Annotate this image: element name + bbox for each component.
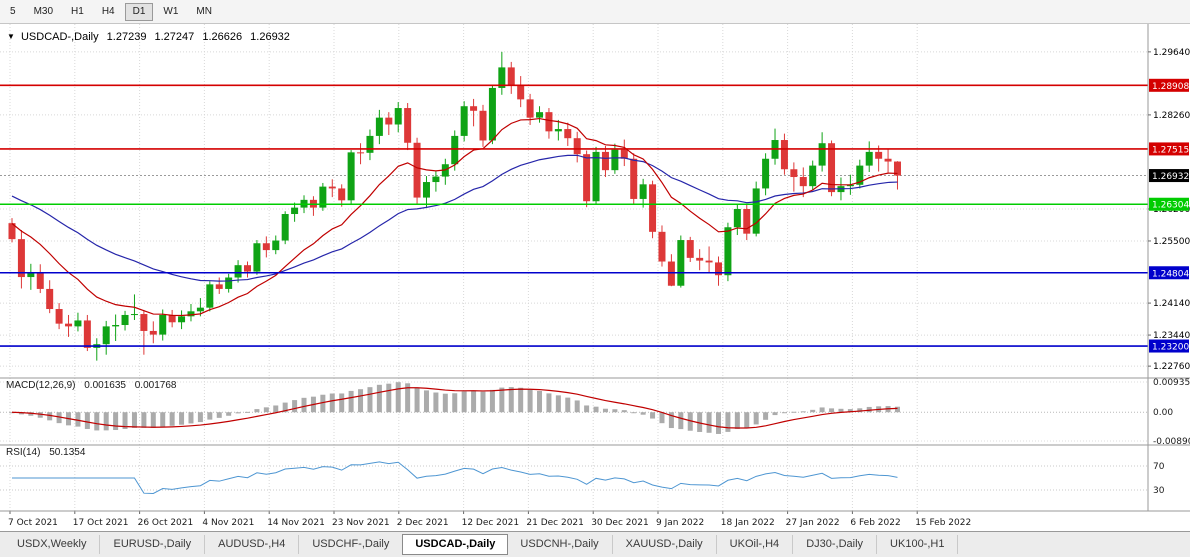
timeframe-toolbar: 5 M30 H1 H4 D1 W1 MN bbox=[0, 0, 1190, 24]
tab-usdcad-daily[interactable]: USDCAD-,Daily bbox=[402, 534, 509, 555]
chart-canvas[interactable]: 7 Oct 2021 17 Oct 2021 26 Oct 2021 4 Nov 20… bbox=[0, 24, 1190, 531]
svg-text:21 Dec 2021: 21 Dec 2021 bbox=[526, 518, 584, 528]
timeframe-h1-button[interactable]: H1 bbox=[63, 3, 92, 21]
chart-tabbar: USDX,Weekly EURUSD-,Daily AUDUSD-,H4 USD… bbox=[0, 531, 1190, 557]
tab-ukoil-h4[interactable]: UKOil-,H4 bbox=[717, 535, 794, 554]
timeframe-m5-button[interactable]: 5 bbox=[2, 3, 24, 21]
timeframe-d1-button[interactable]: D1 bbox=[124, 2, 154, 21]
symbol-dropdown-icon[interactable]: ▼ bbox=[7, 32, 15, 41]
svg-text:1.22760: 1.22760 bbox=[1153, 362, 1190, 372]
svg-text:1.26932: 1.26932 bbox=[1152, 172, 1189, 182]
svg-text:1.25500: 1.25500 bbox=[1153, 237, 1190, 247]
svg-text:26 Oct 2021: 26 Oct 2021 bbox=[138, 518, 194, 528]
svg-text:1.24140: 1.24140 bbox=[1153, 299, 1190, 309]
ohlc-low-value: 1.26626 bbox=[202, 31, 243, 43]
svg-text:12 Dec 2021: 12 Dec 2021 bbox=[462, 518, 519, 528]
tab-usdx-weekly[interactable]: USDX,Weekly bbox=[4, 535, 101, 554]
ohlc-high-value: 1.27247 bbox=[154, 31, 195, 43]
svg-text:1.27515: 1.27515 bbox=[1152, 145, 1189, 155]
svg-text:1.23200: 1.23200 bbox=[1152, 343, 1189, 353]
svg-text:27 Jan 2022: 27 Jan 2022 bbox=[786, 518, 840, 528]
svg-text:1.29640: 1.29640 bbox=[1153, 48, 1190, 58]
svg-text:2 Dec 2021: 2 Dec 2021 bbox=[397, 518, 449, 528]
svg-text:14 Nov 2021: 14 Nov 2021 bbox=[267, 518, 325, 528]
tab-eurusd-daily[interactable]: EURUSD-,Daily bbox=[100, 535, 206, 554]
svg-text:0.00935: 0.00935 bbox=[1153, 378, 1190, 388]
macd-main-value: 0.001635 bbox=[84, 380, 126, 391]
tab-usdcnh-daily[interactable]: USDCNH-,Daily bbox=[507, 535, 613, 554]
svg-text:18 Jan 2022: 18 Jan 2022 bbox=[721, 518, 775, 528]
tab-audusd-h4[interactable]: AUDUSD-,H4 bbox=[205, 535, 300, 554]
svg-text:-0.00890: -0.00890 bbox=[1153, 437, 1190, 447]
svg-text:1.24804: 1.24804 bbox=[1152, 269, 1189, 279]
rsi-name: RSI(14) bbox=[6, 447, 41, 458]
macd-signal-value: 0.001768 bbox=[134, 380, 177, 391]
rsi-indicator-label: RSI(14) 50.1354 bbox=[6, 447, 85, 458]
tab-uk100-h1[interactable]: UK100-,H1 bbox=[877, 535, 959, 554]
macd-indicator-label: MACD(12,26,9) 0.001635 0.001768 bbox=[6, 380, 176, 391]
macd-name: MACD(12,26,9) bbox=[6, 380, 76, 391]
ohlc-open-value: 1.27239 bbox=[106, 31, 147, 43]
svg-text:23 Nov 2021: 23 Nov 2021 bbox=[332, 518, 390, 528]
svg-text:70: 70 bbox=[1153, 462, 1165, 472]
chart-ohlc-header: ▼ USDCAD-,Daily 1.27239 1.27247 1.26626 … bbox=[7, 31, 290, 43]
rsi-value: 50.1354 bbox=[49, 447, 86, 458]
svg-text:9 Jan 2022: 9 Jan 2022 bbox=[656, 518, 704, 528]
svg-text:7 Oct 2021: 7 Oct 2021 bbox=[8, 518, 58, 528]
svg-text:30: 30 bbox=[1153, 486, 1165, 496]
tab-dj30-daily[interactable]: DJ30-,Daily bbox=[793, 535, 878, 554]
svg-text:30 Dec 2021: 30 Dec 2021 bbox=[591, 518, 649, 528]
svg-text:6 Feb 2022: 6 Feb 2022 bbox=[850, 518, 900, 528]
timeframe-mn-button[interactable]: MN bbox=[188, 3, 220, 21]
svg-text:15 Feb 2022: 15 Feb 2022 bbox=[915, 518, 971, 528]
timeframe-w1-button[interactable]: W1 bbox=[155, 3, 186, 21]
svg-text:1.28908: 1.28908 bbox=[1152, 82, 1189, 92]
tab-usdchf-daily[interactable]: USDCHF-,Daily bbox=[299, 535, 404, 554]
svg-text:0.00: 0.00 bbox=[1153, 408, 1173, 418]
timeframe-h4-button[interactable]: H4 bbox=[94, 3, 123, 21]
svg-text:17 Oct 2021: 17 Oct 2021 bbox=[73, 518, 129, 528]
tab-xauusd-daily[interactable]: XAUUSD-,Daily bbox=[613, 535, 717, 554]
svg-text:1.23440: 1.23440 bbox=[1153, 331, 1190, 341]
timeframe-m30-button[interactable]: M30 bbox=[26, 3, 61, 21]
ohlc-close-value: 1.26932 bbox=[250, 31, 290, 43]
svg-text:1.26304: 1.26304 bbox=[1152, 201, 1189, 211]
svg-text:1.28260: 1.28260 bbox=[1153, 111, 1190, 121]
chart-symbol-label: USDCAD-,Daily bbox=[20, 31, 99, 43]
svg-text:4 Nov 2021: 4 Nov 2021 bbox=[202, 518, 254, 528]
